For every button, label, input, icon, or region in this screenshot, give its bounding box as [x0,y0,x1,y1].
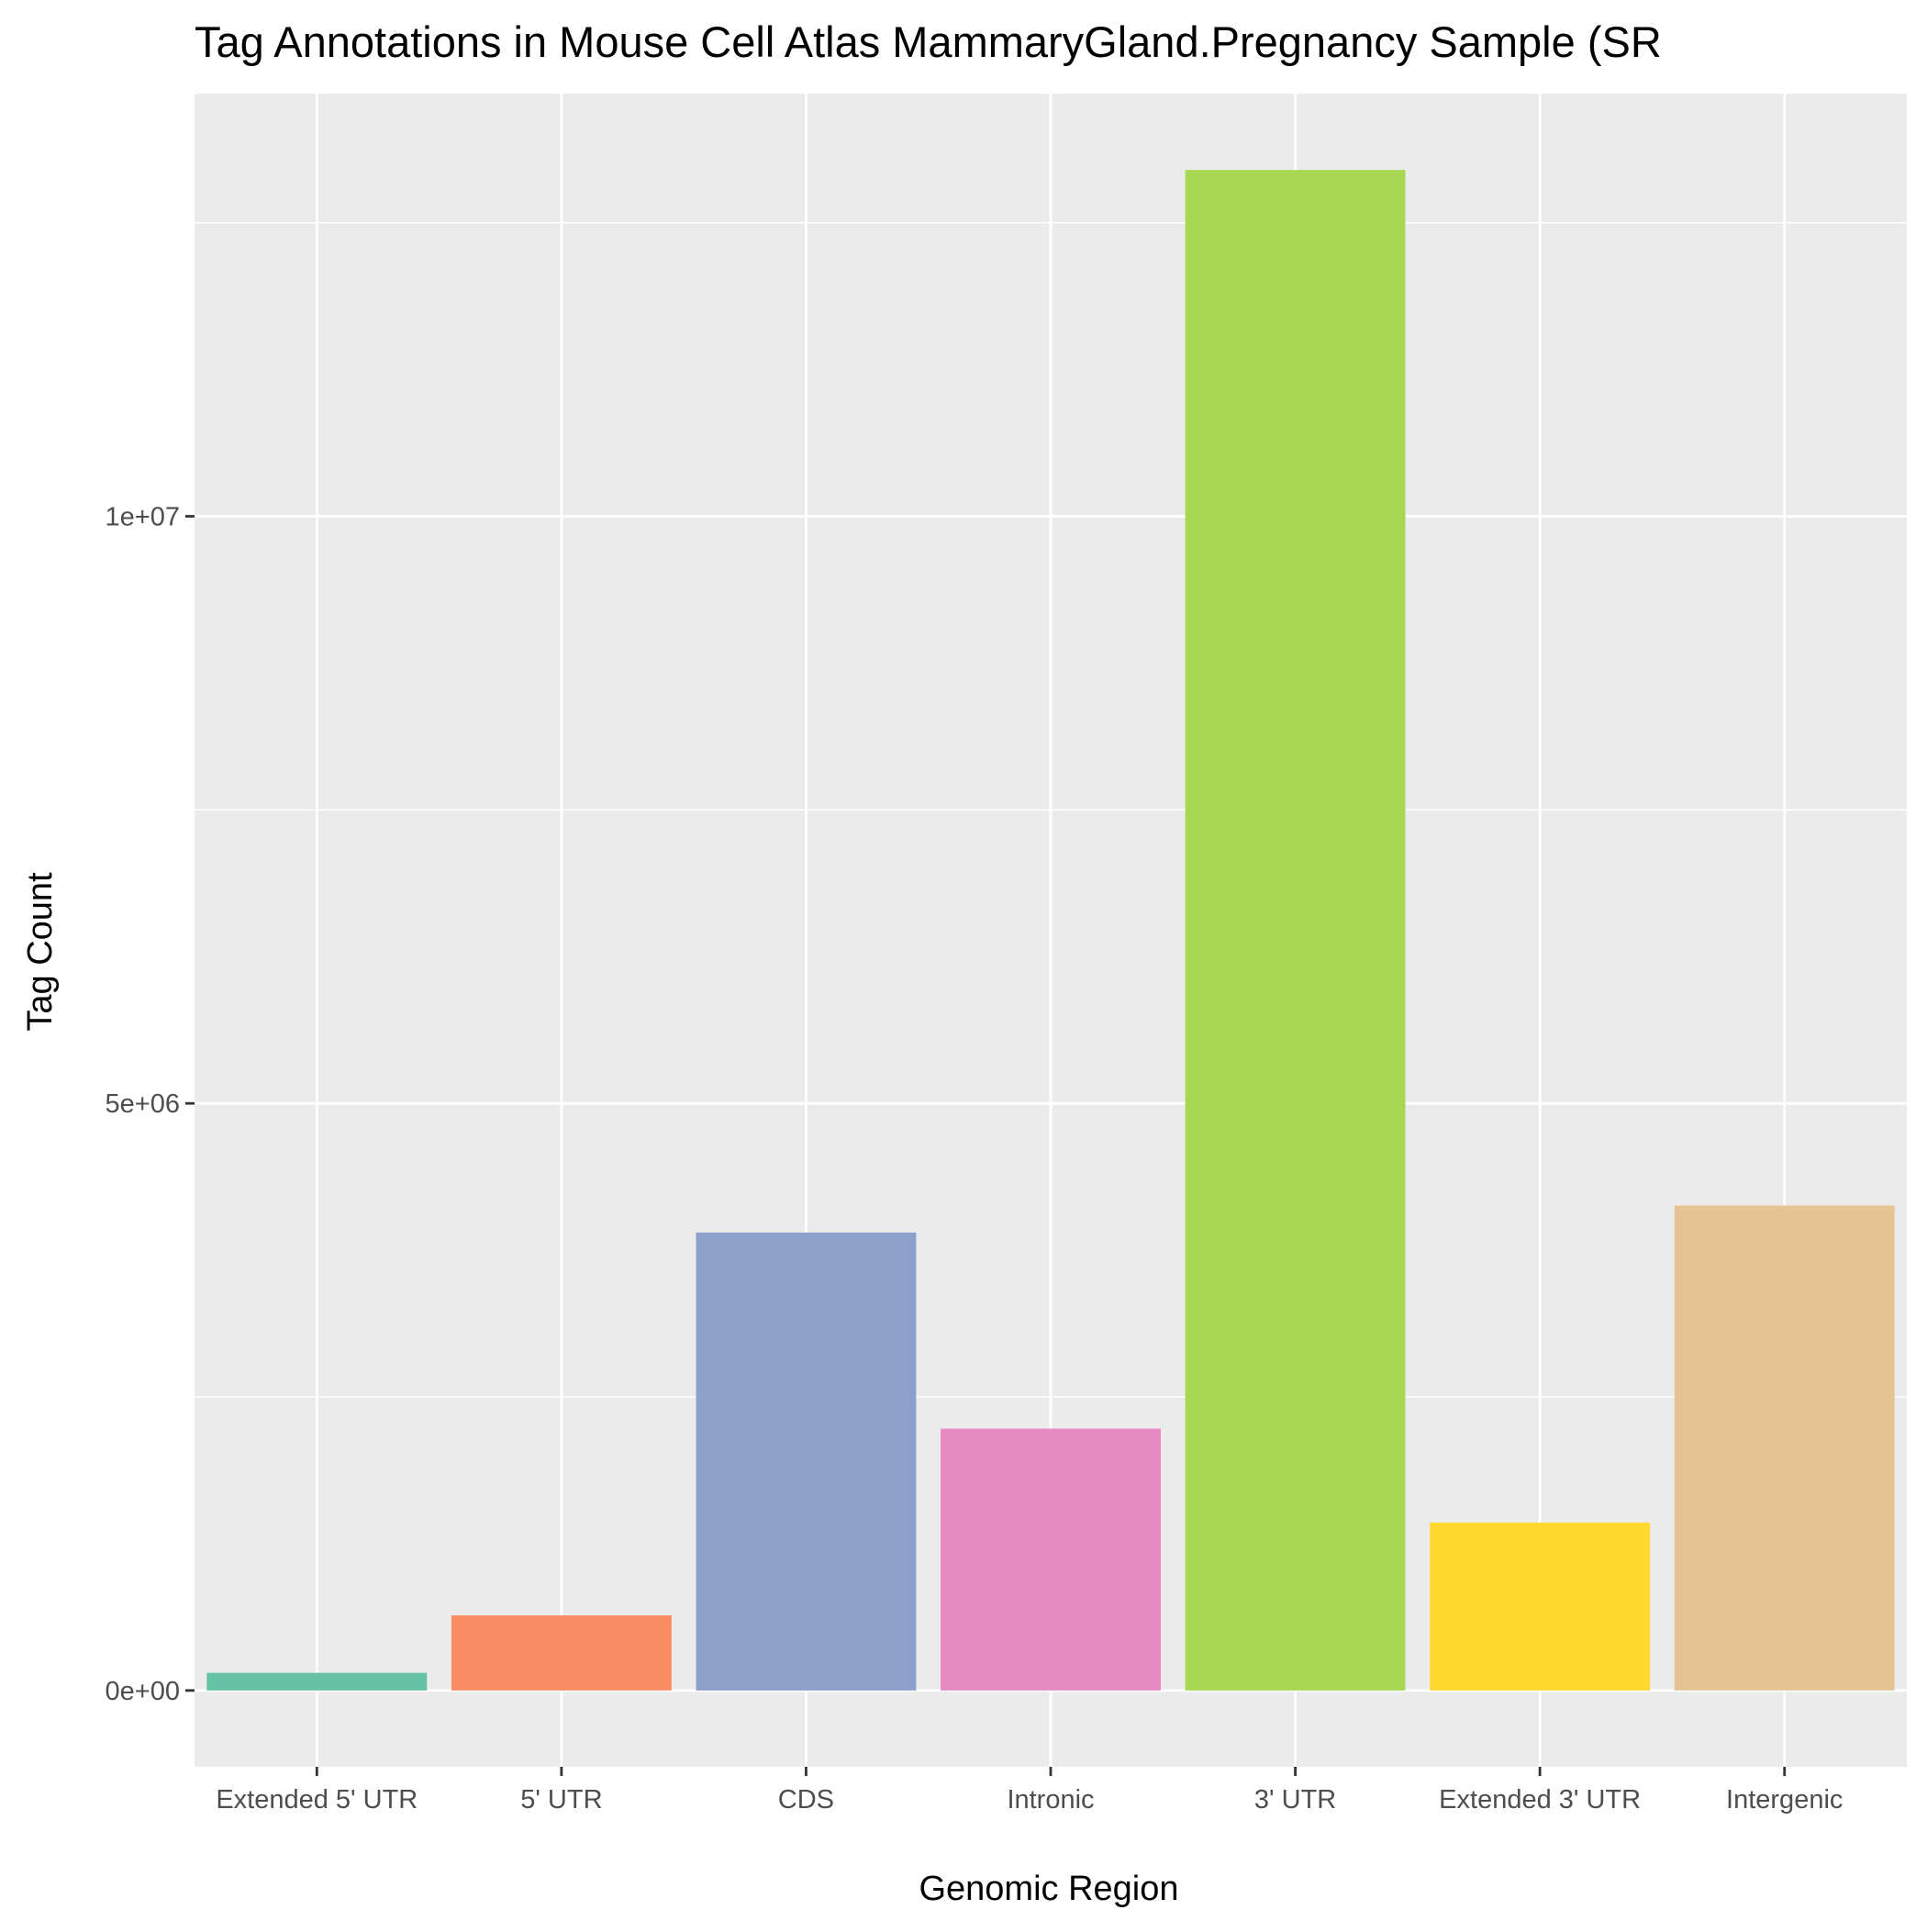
bar [451,1614,672,1691]
bar [206,1672,428,1691]
bars-group [206,170,1895,1691]
x-tick-label: 5' UTR [520,1785,602,1815]
bar [1185,170,1406,1691]
x-tick-label: 3' UTR [1254,1785,1336,1815]
x-axis: Extended 5' UTR 5' UTR CDS Intronic 3' UTR Ex… [216,1767,1843,1815]
y-axis-title: Tag Count [21,872,60,1032]
x-axis-title: Genomic Region [919,1870,1178,1908]
chart-title: Tag Annotations in Mouse Cell Atlas Mamm… [195,17,1662,66]
x-tick-label: Intronic [1007,1785,1094,1815]
y-axis: 0e+00 5e+06 1e+07 [106,503,195,1706]
bar [941,1428,1161,1691]
bar [696,1232,917,1691]
bar [1430,1522,1651,1691]
x-tick-label: Extended 5' UTR [216,1785,418,1815]
x-tick-label: Intergenic [1726,1785,1843,1815]
y-tick-label: 1e+07 [106,503,180,532]
x-tick-label: CDS [778,1785,834,1815]
x-tick-label: Extended 3' UTR [1439,1785,1641,1815]
y-tick-label: 5e+06 [106,1089,180,1119]
bar [1674,1205,1895,1691]
y-tick-label: 0e+00 [106,1677,180,1706]
